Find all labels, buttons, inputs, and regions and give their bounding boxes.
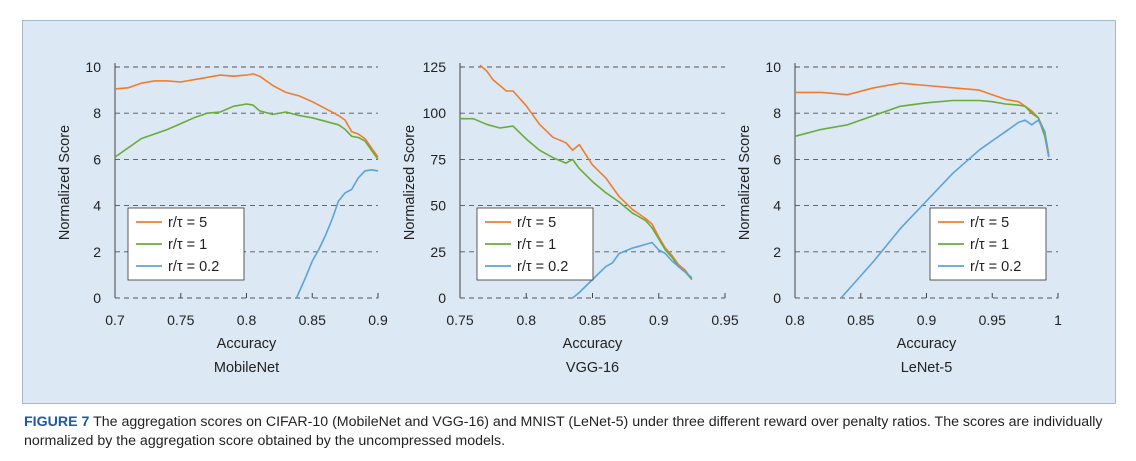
series-line-0 xyxy=(114,73,379,158)
legend-label: r/τ = 0.2 xyxy=(970,259,1021,275)
caption-text: The aggregation scores on CIFAR-10 (Mobi… xyxy=(24,414,1103,449)
legend-label: r/τ = 5 xyxy=(970,215,1009,231)
series-line-1 xyxy=(460,117,693,281)
legend-label: r/τ = 0.2 xyxy=(517,259,568,275)
series-line-2 xyxy=(572,241,693,299)
y-tick-label: 0 xyxy=(93,290,101,306)
y-axis-label: Normalized Score xyxy=(57,125,73,240)
x-tick-label: 0.85 xyxy=(847,312,874,328)
y-tick-label: 75 xyxy=(430,151,446,167)
x-axis-label: Accuracy xyxy=(897,336,957,352)
x-axis-label: Accuracy xyxy=(217,336,277,352)
series-line-2 xyxy=(840,119,1050,299)
series-line-0 xyxy=(479,64,693,280)
y-tick-label: 0 xyxy=(438,290,446,306)
x-tick-label: 0.75 xyxy=(446,312,473,328)
x-tick-label: 1 xyxy=(1054,312,1062,328)
legend: r/τ = 5 r/τ = 1 r/τ = 0.2 xyxy=(127,207,245,281)
chart-subtitle: MobileNet xyxy=(214,360,279,376)
figure-caption: FIGURE 7 The aggregation scores on CIFAR… xyxy=(24,413,1114,451)
y-tick-label: 4 xyxy=(773,198,781,214)
legend-label: r/τ = 1 xyxy=(970,237,1009,253)
x-tick-label: 0.8 xyxy=(517,312,537,328)
y-tick-label: 6 xyxy=(93,151,101,167)
x-tick-label: 0.7 xyxy=(105,312,125,328)
x-axis-label: Accuracy xyxy=(563,336,623,352)
x-tick-label: 0.95 xyxy=(979,312,1006,328)
series-line-1 xyxy=(794,99,1050,158)
x-tick-label: 0.85 xyxy=(579,312,606,328)
series-line-0 xyxy=(795,82,1050,155)
series-line-2 xyxy=(295,169,379,299)
legend-label: r/τ = 1 xyxy=(517,237,556,253)
legend-label: r/τ = 0.2 xyxy=(168,259,219,275)
legend: r/τ = 5 r/τ = 1 r/τ = 0.2 xyxy=(929,207,1047,281)
x-tick-label: 0.9 xyxy=(649,312,669,328)
chart-1: 0 25 50 75 100 125 0.75 0.8 0.85 0.9 0.95 Accuracy V… xyxy=(402,59,739,376)
chart-subtitle: VGG-16 xyxy=(566,360,619,376)
legend-label: r/τ = 5 xyxy=(168,215,207,231)
y-tick-label: 0 xyxy=(773,290,781,306)
y-tick-label: 2 xyxy=(93,244,101,260)
y-tick-label: 10 xyxy=(765,59,781,75)
chart-0: 0 2 4 6 8 10 0.7 0.75 0.8 0.85 0.9 Accuracy MobileNe… xyxy=(57,59,388,376)
y-axis-label: Normalized Score xyxy=(737,125,753,240)
x-tick-label: 0.75 xyxy=(167,312,194,328)
y-tick-label: 10 xyxy=(85,59,101,75)
chart-2: 0 2 4 6 8 10 0.8 0.85 0.9 0.95 1 Accuracy LeNet-5 Nor… xyxy=(737,59,1062,376)
y-tick-label: 100 xyxy=(423,105,447,121)
x-tick-label: 0.9 xyxy=(368,312,388,328)
y-tick-label: 50 xyxy=(430,198,446,214)
x-tick-label: 0.8 xyxy=(237,312,257,328)
y-tick-label: 6 xyxy=(773,151,781,167)
y-axis-label: Normalized Score xyxy=(402,125,418,240)
x-tick-label: 0.95 xyxy=(711,312,738,328)
caption-label: FIGURE 7 xyxy=(24,414,90,430)
y-tick-label: 8 xyxy=(93,105,101,121)
y-tick-label: 2 xyxy=(773,244,781,260)
y-tick-label: 4 xyxy=(93,198,101,214)
chart-subtitle: LeNet-5 xyxy=(901,360,953,376)
x-tick-label: 0.8 xyxy=(785,312,805,328)
y-tick-label: 8 xyxy=(773,105,781,121)
y-tick-label: 25 xyxy=(430,244,446,260)
legend-label: r/τ = 1 xyxy=(168,237,207,253)
series-line-1 xyxy=(114,103,379,160)
x-tick-label: 0.9 xyxy=(917,312,937,328)
legend-label: r/τ = 5 xyxy=(517,215,556,231)
x-tick-label: 0.85 xyxy=(299,312,326,328)
legend: r/τ = 5 r/τ = 1 r/τ = 0.2 xyxy=(476,207,594,281)
y-tick-label: 125 xyxy=(423,59,447,75)
